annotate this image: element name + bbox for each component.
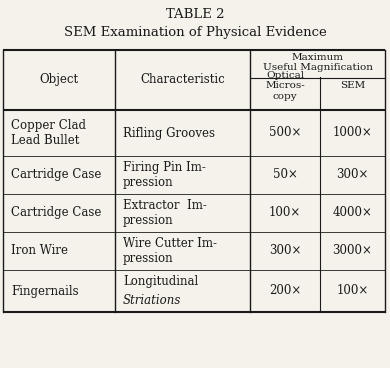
Text: Firing Pin Im-
pression: Firing Pin Im- pression <box>123 161 206 189</box>
Text: Extractor  Im-
pression: Extractor Im- pression <box>123 199 207 227</box>
Text: Fingernails: Fingernails <box>11 284 79 297</box>
Text: SEM: SEM <box>340 81 365 91</box>
Text: Cartridge Case: Cartridge Case <box>11 169 101 181</box>
Text: Maximum
Useful Magnification: Maximum Useful Magnification <box>262 53 372 72</box>
Text: 100×: 100× <box>337 284 369 297</box>
Text: Wire Cutter Im-
pression: Wire Cutter Im- pression <box>123 237 217 265</box>
Text: 300×: 300× <box>269 244 301 258</box>
Text: 200×: 200× <box>269 284 301 297</box>
Text: 1000×: 1000× <box>333 127 372 139</box>
Text: Rifling Grooves: Rifling Grooves <box>123 127 215 139</box>
Text: Copper Clad
Lead Bullet: Copper Clad Lead Bullet <box>11 119 86 147</box>
Text: SEM Examination of Physical Evidence: SEM Examination of Physical Evidence <box>64 26 326 39</box>
Text: Striations: Striations <box>123 294 181 307</box>
Text: Cartridge Case: Cartridge Case <box>11 206 101 219</box>
Text: 300×: 300× <box>336 169 369 181</box>
Text: 100×: 100× <box>269 206 301 219</box>
Text: 3000×: 3000× <box>333 244 372 258</box>
Text: Iron Wire: Iron Wire <box>11 244 68 258</box>
Text: 50×: 50× <box>273 169 298 181</box>
Text: Longitudinal: Longitudinal <box>123 276 198 289</box>
Text: 4000×: 4000× <box>333 206 372 219</box>
Text: Object: Object <box>39 74 78 86</box>
Text: Optical
Micros-
copy: Optical Micros- copy <box>265 71 305 101</box>
Text: 500×: 500× <box>269 127 301 139</box>
Text: TABLE 2: TABLE 2 <box>166 8 224 21</box>
Text: Characteristic: Characteristic <box>140 74 225 86</box>
